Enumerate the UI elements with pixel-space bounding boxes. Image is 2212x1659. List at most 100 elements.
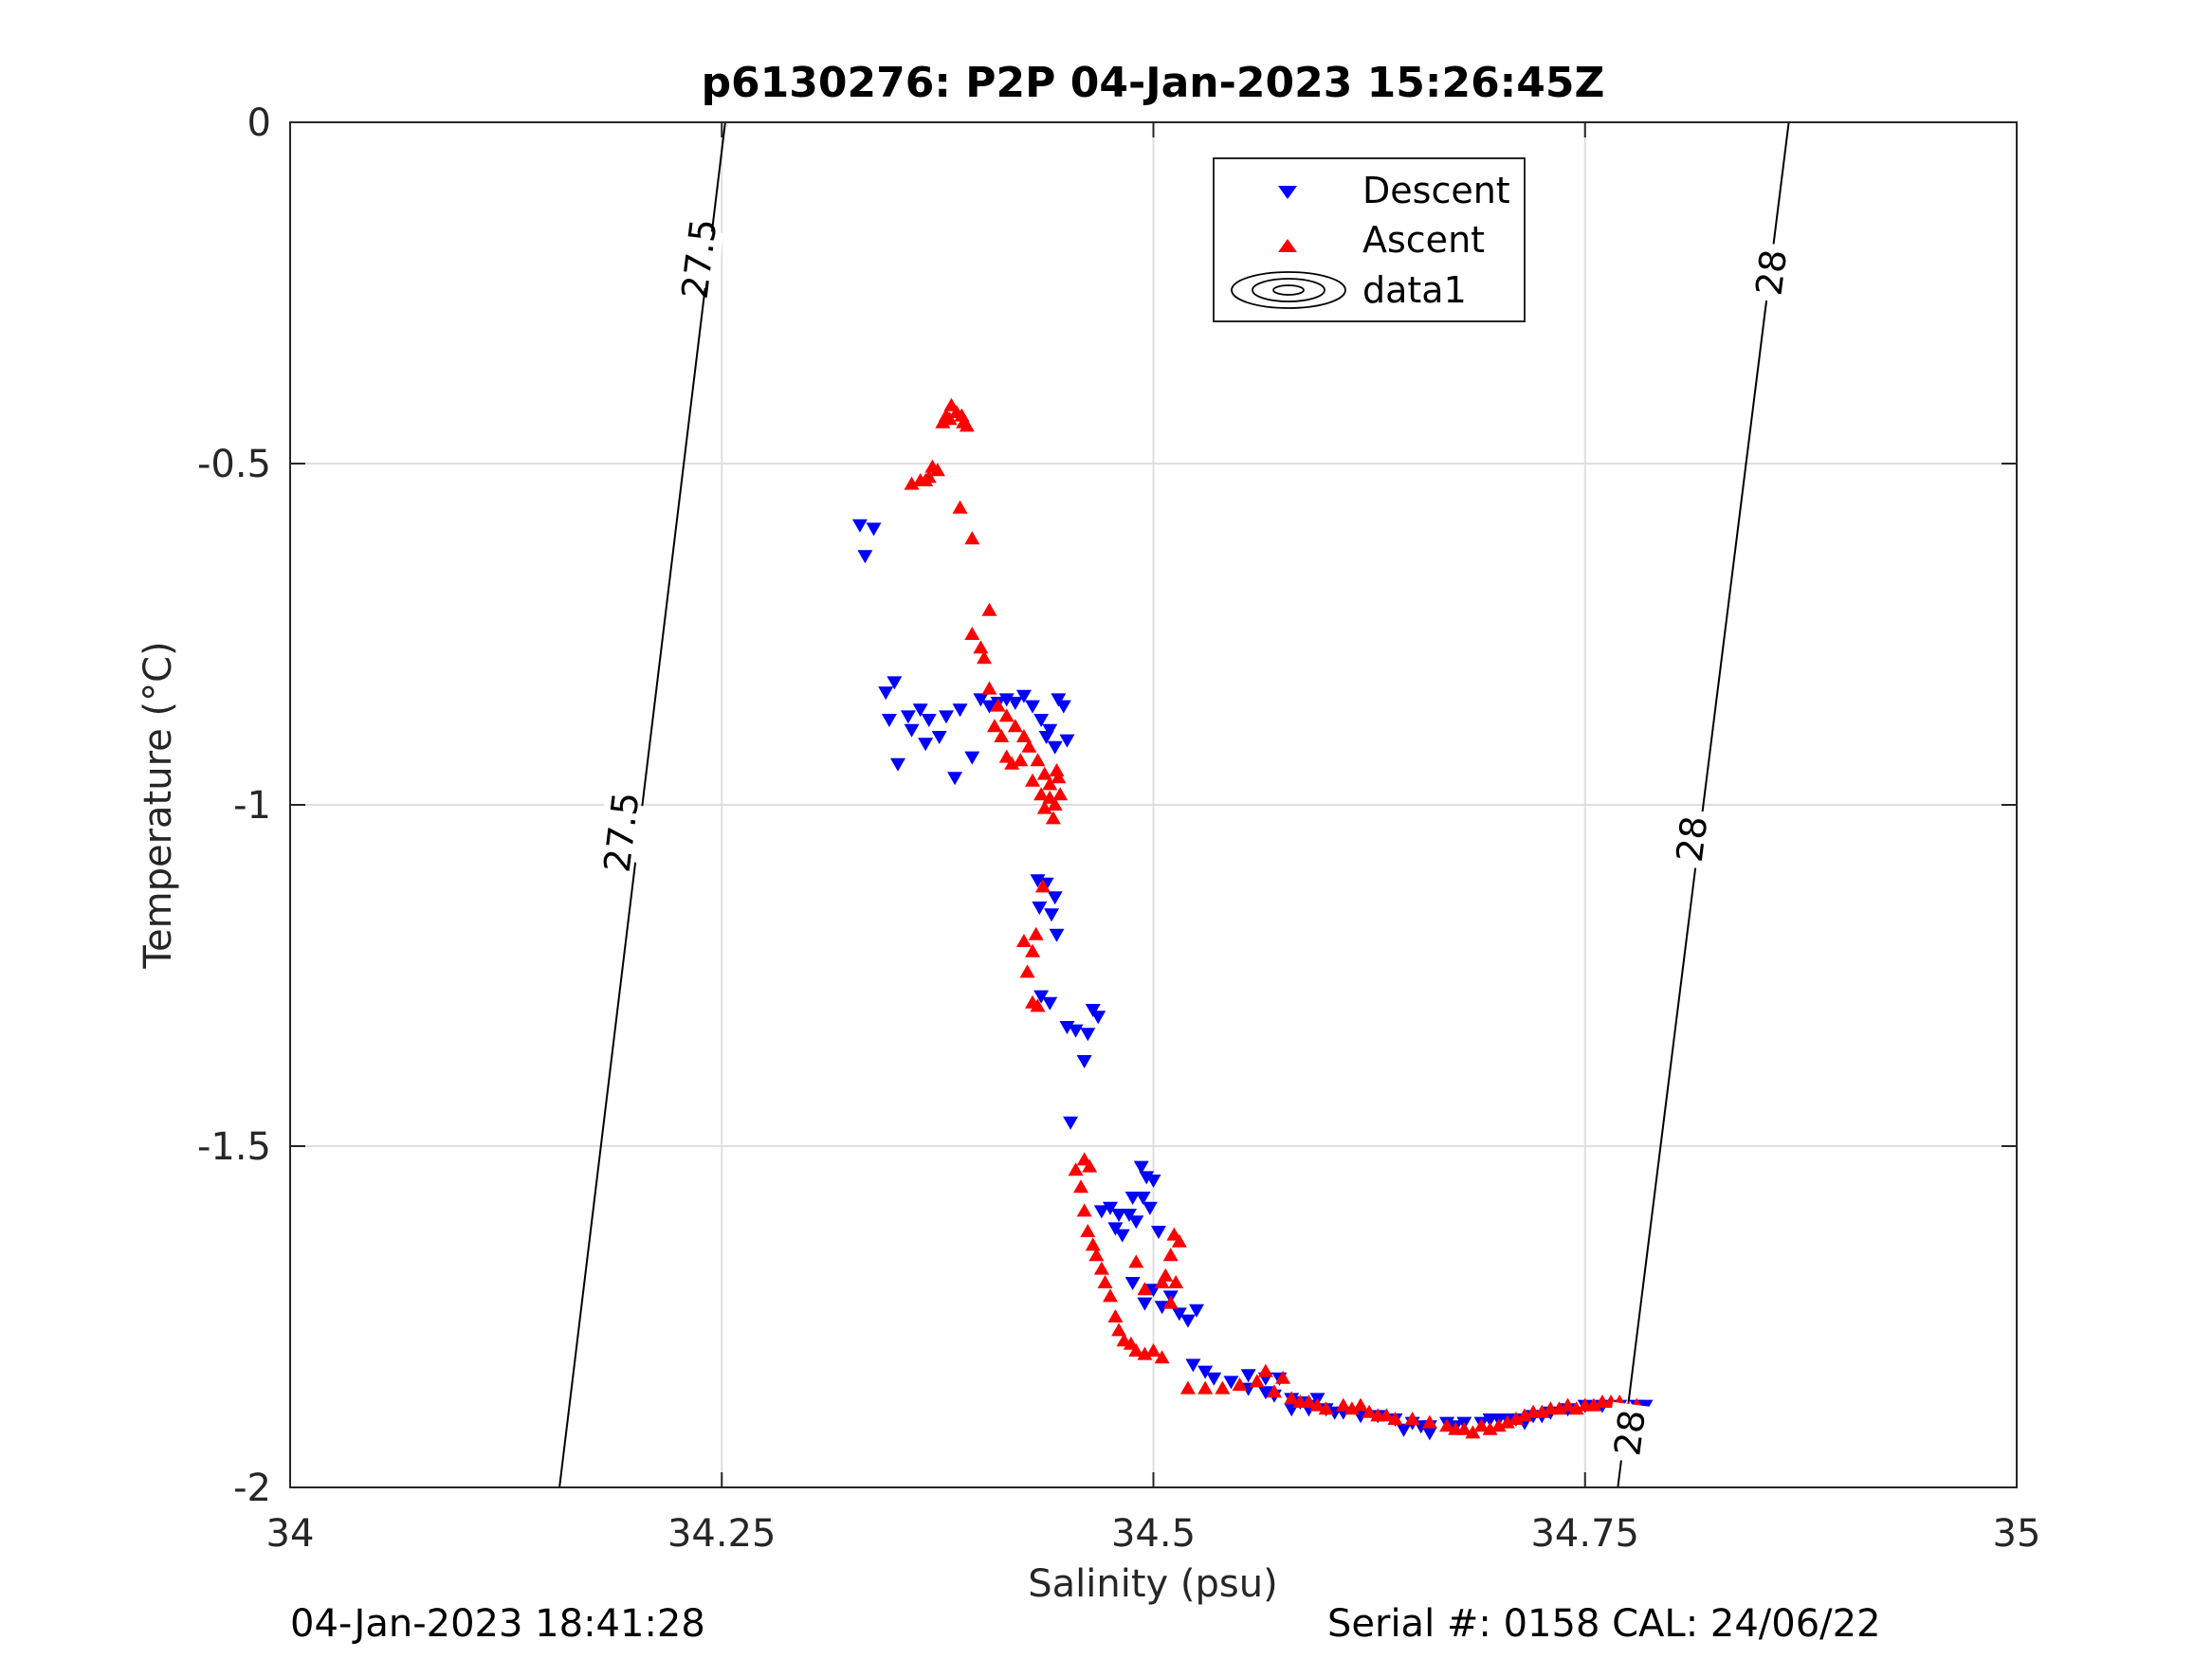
descent-point bbox=[1139, 1171, 1155, 1185]
descent-point bbox=[1059, 734, 1075, 748]
ascent-point bbox=[1102, 1288, 1118, 1303]
descent-point bbox=[1063, 1116, 1079, 1130]
ascent-point bbox=[1309, 1397, 1325, 1412]
ascent-point bbox=[1439, 1418, 1455, 1432]
ascent-point bbox=[1560, 1397, 1576, 1412]
contour-label-bg bbox=[1746, 241, 1796, 303]
legend: Descent Ascent data1 bbox=[1213, 157, 1526, 322]
ascent-point bbox=[1551, 1401, 1567, 1415]
descent-point bbox=[1032, 902, 1048, 915]
ascent-point bbox=[1482, 1421, 1498, 1435]
grid bbox=[290, 122, 2017, 1487]
legend-descent-label: Descent bbox=[1362, 170, 1510, 211]
contour-label-bg bbox=[1668, 808, 1717, 870]
y-axis-label: Temperature (°C) bbox=[137, 641, 180, 969]
ascent-point bbox=[1335, 1397, 1351, 1412]
ascent-point bbox=[1052, 787, 1069, 801]
ascent-point bbox=[1448, 1421, 1464, 1435]
ascent-point bbox=[1080, 1224, 1096, 1237]
descent-point bbox=[1047, 740, 1063, 755]
descent-point bbox=[1124, 1192, 1141, 1205]
contour-label: 28 bbox=[1748, 247, 1796, 298]
x-tick-label: 35 bbox=[1993, 1512, 2041, 1556]
descent-point bbox=[1111, 1209, 1127, 1222]
ascent-point bbox=[1085, 1237, 1101, 1251]
descent-point bbox=[887, 676, 903, 690]
ascent-point bbox=[1517, 1408, 1533, 1422]
ascent-point bbox=[1284, 1391, 1300, 1405]
ascent-point bbox=[1379, 1408, 1395, 1422]
ascent-point bbox=[973, 640, 989, 654]
y-tick-label: -1 bbox=[233, 784, 271, 828]
ascent-point bbox=[1028, 926, 1044, 940]
ascent-point bbox=[1068, 1162, 1084, 1176]
contour-label-bg bbox=[675, 228, 724, 290]
data-points bbox=[851, 397, 1654, 1441]
ascent-point bbox=[986, 719, 1002, 733]
ascent-point bbox=[1025, 943, 1041, 957]
descent-point bbox=[1171, 1307, 1187, 1322]
legend-ascent-marker bbox=[1278, 239, 1297, 252]
chart-title: p6130276: P2P 04-Jan-2023 15:26:45Z bbox=[702, 59, 1605, 107]
ascent-point bbox=[1021, 738, 1037, 753]
descent-point bbox=[1137, 1297, 1153, 1311]
ascent-point bbox=[1049, 763, 1065, 776]
descent-point bbox=[1107, 1222, 1124, 1236]
ascent-point bbox=[924, 459, 941, 473]
descent-point bbox=[1482, 1413, 1498, 1427]
ascent-point bbox=[1030, 998, 1046, 1012]
descent-point bbox=[866, 522, 882, 537]
ascent-point bbox=[1007, 719, 1023, 733]
ascent-point bbox=[1137, 1282, 1153, 1296]
descent-point bbox=[952, 703, 968, 718]
descent-point bbox=[1133, 1160, 1149, 1175]
ascent-point bbox=[1019, 964, 1035, 978]
descent-point bbox=[1076, 1055, 1092, 1068]
ascent-point bbox=[1097, 1275, 1113, 1288]
descent-point bbox=[964, 751, 980, 765]
contour-label: 28 bbox=[1606, 1408, 1654, 1458]
ascent-point bbox=[1034, 879, 1051, 893]
contour-labels: 27.5 27.5 28 28 28 bbox=[596, 216, 1796, 1464]
descent-point bbox=[1068, 1024, 1084, 1038]
ascent-point bbox=[1249, 1374, 1265, 1388]
ascent-point bbox=[1179, 1380, 1196, 1395]
descent-point bbox=[851, 519, 868, 533]
ascent-point bbox=[935, 414, 951, 428]
descent-point bbox=[1179, 1314, 1196, 1328]
ascent-point bbox=[1353, 1397, 1369, 1412]
contour-label-bg bbox=[1605, 1401, 1654, 1464]
ascent-point bbox=[1404, 1412, 1420, 1425]
descent-point bbox=[1015, 689, 1032, 703]
descent-point bbox=[1421, 1427, 1437, 1441]
descent-point bbox=[1197, 1365, 1214, 1379]
descent-point bbox=[1206, 1372, 1222, 1386]
ascent-point bbox=[1292, 1395, 1308, 1408]
ascent-point bbox=[1004, 756, 1020, 770]
ascent-point bbox=[1490, 1418, 1507, 1432]
ascent-point bbox=[1025, 773, 1041, 787]
descent-point bbox=[1033, 714, 1050, 727]
legend-descent-marker bbox=[1278, 186, 1297, 199]
descent-point bbox=[1080, 1028, 1096, 1042]
ascent-point bbox=[1036, 766, 1052, 780]
descent-point bbox=[1135, 1192, 1151, 1205]
descent-point bbox=[1051, 693, 1067, 707]
descent-point bbox=[981, 700, 997, 714]
ascent-point bbox=[1499, 1414, 1515, 1429]
descent-point bbox=[889, 757, 905, 772]
descent-point bbox=[1038, 731, 1054, 744]
ascent-point bbox=[1215, 1380, 1231, 1395]
descent-point bbox=[1240, 1369, 1256, 1383]
ascent-point bbox=[904, 476, 920, 490]
descent-point bbox=[1142, 1201, 1158, 1215]
ascent-point bbox=[1051, 770, 1067, 784]
descent-point bbox=[878, 686, 894, 701]
descent-point bbox=[1093, 1205, 1109, 1219]
descent-point bbox=[1030, 874, 1046, 888]
contour-line-28 bbox=[1617, 122, 1790, 1487]
x-tick-label: 34.25 bbox=[667, 1512, 777, 1556]
ascent-point bbox=[1107, 1309, 1124, 1322]
ascent-point bbox=[1145, 1343, 1161, 1357]
ascent-point bbox=[981, 602, 997, 616]
